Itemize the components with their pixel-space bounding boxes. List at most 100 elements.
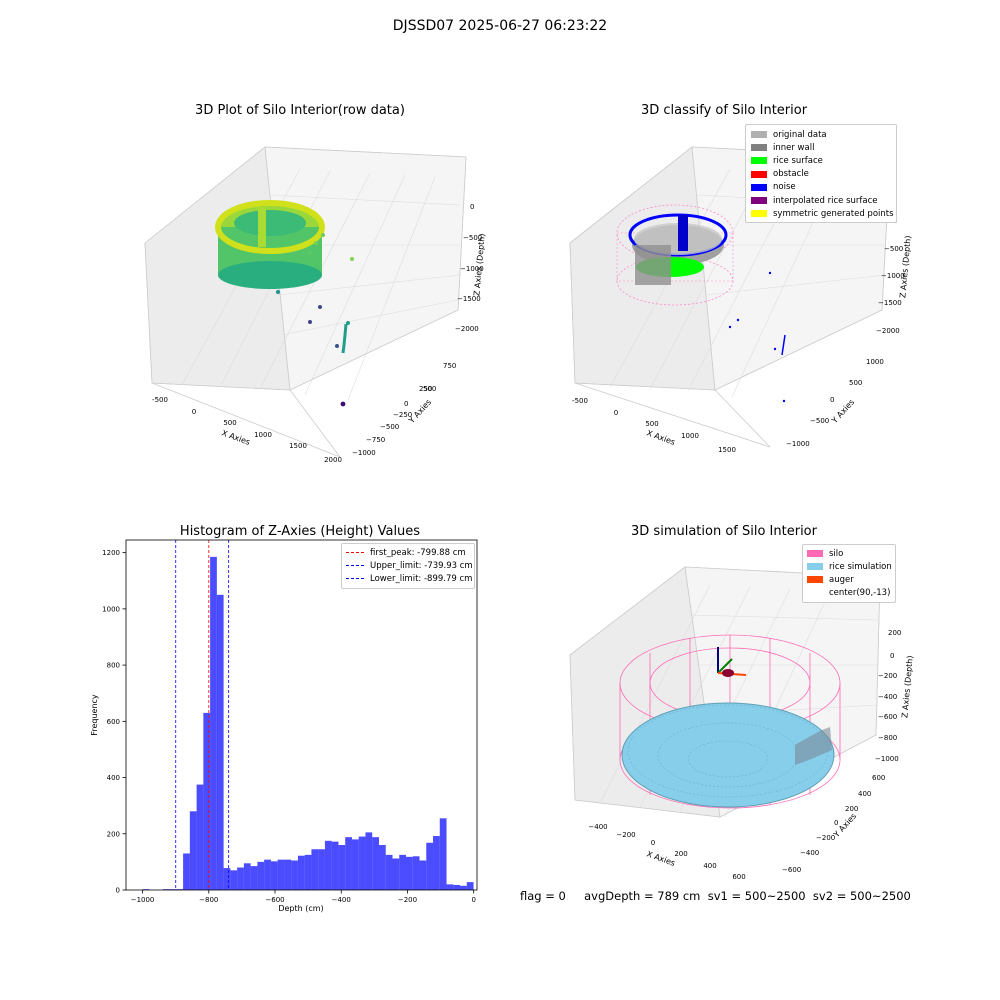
histogram-x-tick-label: 0 — [471, 896, 475, 904]
histogram-legend: first_peak: -799.88 cm Upper_limit: -739… — [341, 543, 475, 589]
classify-x-tick: 500 — [645, 420, 658, 428]
histogram-bar — [264, 859, 271, 890]
legend-entry: obstacle — [751, 168, 891, 181]
legend-entry: silo — [807, 547, 891, 560]
simulation-z-tick: 200 — [888, 629, 901, 637]
histogram-bar — [345, 837, 352, 890]
raw-x-tick: 500 — [223, 419, 236, 427]
histogram-x-axis-label: Depth (cm) — [278, 904, 323, 913]
legend-entry: inner wall — [751, 141, 891, 154]
histogram-bar — [297, 855, 305, 890]
raw-y-tick: −250 — [393, 411, 412, 419]
classify-y-tick: 0 — [830, 396, 834, 404]
histogram-bar — [216, 594, 224, 890]
histogram-bar — [284, 859, 292, 890]
raw-z-tick: −1000 — [460, 265, 484, 273]
simulation-x-tick: 0 — [651, 839, 655, 847]
histogram-bar — [392, 858, 400, 890]
legend-label: interpolated rice surface — [773, 195, 878, 206]
histogram-bar — [230, 870, 238, 890]
histogram-bar — [311, 849, 319, 890]
legend-label: auger — [829, 574, 854, 585]
histogram-x-tick-label: −600 — [265, 896, 284, 904]
legend-swatch — [751, 157, 767, 165]
simulation-y-tick: 200 — [845, 805, 858, 813]
raw-z-tick: −500 — [463, 234, 482, 242]
histogram-bar — [210, 556, 217, 890]
simulation-z-tick: −200 — [878, 672, 897, 680]
histogram-bar — [446, 884, 454, 890]
histogram-bar — [223, 868, 231, 890]
raw-y-tick: −750 — [366, 436, 385, 444]
simulation-x-tick: 200 — [674, 850, 687, 858]
classify-legend: original data inner wall rice surface ob… — [745, 124, 897, 224]
raw-y-tick: −1000 — [352, 449, 376, 457]
legend-entry: Upper_limit: -739.93 cm — [346, 559, 473, 572]
histogram-bar — [162, 889, 170, 890]
legend-label: original data — [773, 129, 827, 140]
histogram-y-tick-label: 1000 — [102, 605, 120, 613]
legend-label: Upper_limit: -739.93 cm — [370, 560, 473, 571]
simulation-z-tick: −800 — [878, 734, 897, 742]
classify-z-tick: −2000 — [876, 327, 900, 335]
classify-z-tick: −500 — [884, 245, 903, 253]
legend-swatch — [751, 131, 767, 139]
simulation-x-ticks: −400 −200 0 200 400 600 — [588, 823, 745, 881]
legend-line — [346, 565, 364, 567]
histogram-chart: −1000 −800 −600 −400 −200 0 0 200 400 600 800 1000… — [90, 539, 478, 913]
raw-plot-title: 3D Plot of Silo Interior(row data) — [195, 103, 405, 118]
legend-swatch — [807, 589, 823, 597]
classify-x-tick: -500 — [572, 397, 588, 405]
histogram-x-ticks: −1000 −800 −600 −400 −200 0 — [131, 890, 476, 904]
legend-label: inner wall — [773, 142, 815, 153]
classify-x-tick: 0 — [614, 409, 618, 417]
legend-entry: first_peak: -799.88 cm — [346, 546, 470, 559]
histogram-y-tick-label: 600 — [107, 718, 120, 726]
raw-3d-plot: -500 0 500 1000 1500 2000 X Axies 750 50… — [144, 146, 487, 464]
histogram-bar — [257, 861, 265, 890]
histogram-bar — [419, 860, 427, 890]
legend-entry: symmetric generated points — [751, 207, 894, 220]
classify-y-ticks: 1000 500 0 −500 −1000 — [786, 358, 884, 448]
raw-x-tick: 0 — [192, 408, 196, 416]
simulation-y-tick: −400 — [800, 849, 819, 857]
histogram-bar — [338, 845, 346, 890]
histogram-y-axis-label: Frequency — [90, 694, 99, 736]
raw-x-tick: -500 — [152, 396, 168, 404]
legend-label: rice surface — [773, 155, 823, 166]
legend-entry: center(90,-13) — [807, 587, 891, 600]
histogram-y-tick-label: 0 — [116, 887, 120, 895]
legend-line — [346, 552, 364, 554]
raw-y-tick: 750 — [443, 362, 456, 370]
histogram-bar — [466, 882, 474, 890]
histogram-x-tick-label: −200 — [398, 896, 417, 904]
histogram-bar — [460, 885, 467, 890]
status-line: flag = 0 avgDepth = 789 cm sv1 = 500~250… — [520, 889, 911, 903]
classify-x-ticks: -500 0 500 1000 1500 — [572, 397, 736, 454]
simulation-rice-surface — [621, 702, 835, 808]
raw-z-tick: −2000 — [455, 325, 479, 333]
histogram-bar — [203, 712, 211, 890]
raw-y-tick: 250 — [419, 385, 432, 393]
histogram-bar — [270, 861, 278, 890]
classify-plot-title: 3D classify of Silo Interior — [640, 103, 808, 118]
histogram-bar — [406, 856, 413, 890]
histogram-y-tick-label: 400 — [107, 774, 120, 782]
legend-swatch — [751, 144, 767, 152]
histogram-bar — [277, 859, 285, 890]
classify-y-tick: 1000 — [866, 358, 884, 366]
classify-y-tick: −1000 — [786, 440, 810, 448]
histogram-x-tick-label: −800 — [199, 896, 218, 904]
simulation-z-ticks: 200 0 −200 −400 −600 −800 −1000 — [875, 629, 901, 763]
simulation-x-axis-label: X Axies — [645, 849, 676, 868]
legend-label: Lower_limit: -899.79 cm — [370, 573, 473, 584]
legend-entry: auger — [807, 573, 891, 586]
legend-label: obstacle — [773, 169, 809, 180]
simulation-x-tick: −400 — [588, 823, 607, 831]
histogram-title: Histogram of Z-Axies (Height) Values — [179, 524, 421, 539]
histogram-y-ticks: 0 200 400 600 800 1000 1200 — [102, 549, 126, 895]
legend-entry: original data — [751, 128, 891, 141]
legend-swatch — [807, 550, 823, 558]
simulation-y-tick: −200 — [816, 834, 835, 842]
histogram-bar — [453, 884, 461, 890]
